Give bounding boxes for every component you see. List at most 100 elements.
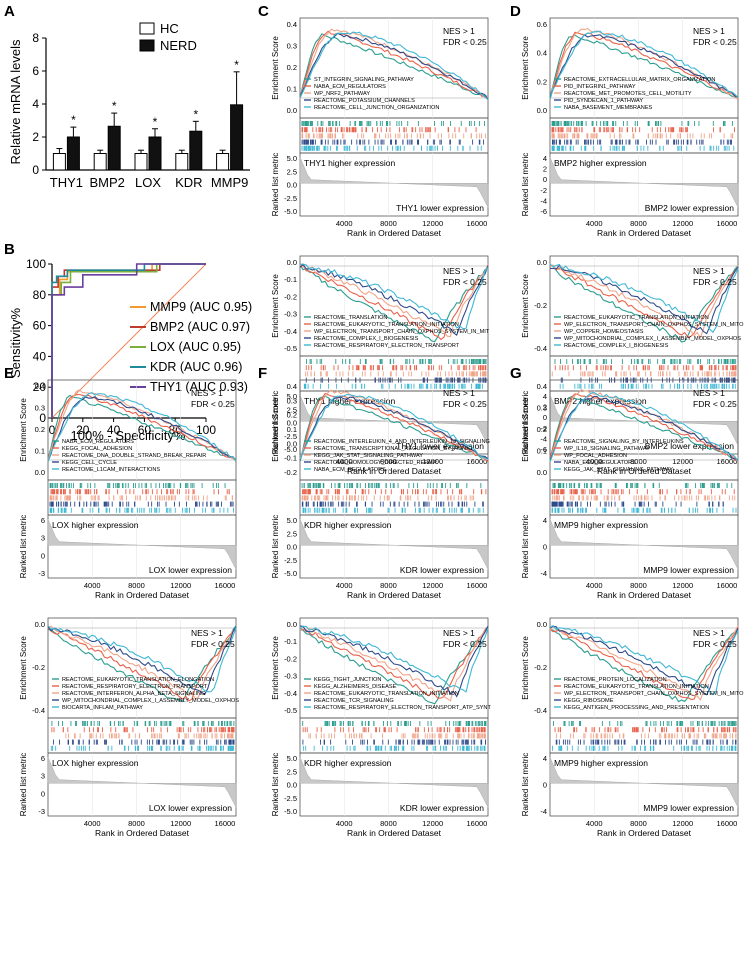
- x-tick-label: 4000: [586, 581, 603, 590]
- term-label: REACTOME_RESPIRATORY_ELECTRON_TRANSPORT_…: [314, 705, 491, 711]
- x-axis-label: Rank in Ordered Dataset: [597, 590, 692, 600]
- metric-y-tick-label: -5.0: [284, 807, 297, 816]
- term-label: KEGG_JAK_STAT_SIGNALING_PATHWAY: [564, 467, 673, 473]
- panel-letter-a: A: [4, 3, 15, 20]
- term-label: REACTOME_EUKARYOTIC_TRANSLATION_INITIATI…: [314, 691, 459, 697]
- higher-expression-label: LOX higher expression: [52, 758, 139, 768]
- term-label: NABA_ECM_REGULATORS: [564, 460, 636, 466]
- metric-y-tick-label: 0.0: [287, 419, 297, 428]
- es-curve-2: [549, 625, 739, 702]
- term-label: REACTOME_COMPLEX_I_BIOGENESIS: [314, 336, 419, 342]
- es-curve-4: [549, 263, 739, 334]
- metric-y-tick-label: 6: [41, 754, 45, 763]
- metric-y-tick-label: -2.5: [284, 794, 297, 803]
- metric-y-tick-label: 0: [543, 413, 547, 422]
- metric-ylabel: Ranked list metric: [271, 753, 280, 817]
- x-tick-label: 8000: [380, 819, 397, 828]
- metric-y-tick-label: 2.5: [287, 767, 297, 776]
- term-label: WP_ELECTRON_TRANSPORT_CHAIN_OXPHOS_SYSTE…: [564, 322, 744, 328]
- metric-y-tick-label: -6: [540, 445, 547, 454]
- es-y-tick-label: 0.0: [35, 468, 45, 477]
- es-y-tick-label: 0.1: [537, 447, 547, 456]
- ranked-metric-area: [549, 395, 739, 446]
- term-label: REACTOME_COMPLEX_I_BIOGENESIS: [564, 343, 669, 349]
- bar-nerd-kdr: [189, 130, 203, 171]
- x-tick-label: 4000: [84, 819, 101, 828]
- term-label: KEGG_TIGHT_JUNCTION: [314, 677, 381, 683]
- nes-label: NES > 1: [443, 266, 475, 276]
- roc-y-tick-label: 40: [33, 349, 47, 363]
- lower-expression-label: KDR lower expression: [400, 803, 484, 813]
- term-label: PID_SYNDECAN_1_PATHWAY: [564, 98, 643, 104]
- es-y-tick-label: 0.0: [287, 439, 297, 448]
- metric-y-tick-label: 0.0: [287, 781, 297, 790]
- higher-expression-label: MMP9 higher expression: [554, 758, 648, 768]
- metric-y-tick-label: -3: [38, 569, 45, 578]
- metric-y-tick-label: -5.0: [284, 445, 297, 454]
- metric-y-tick-label: -5.0: [284, 569, 297, 578]
- term-label: REACTOME_EUKARYOTIC_TRANSLATION_INITIATI…: [314, 322, 459, 328]
- metric-ylabel: Ranked list metric: [271, 515, 280, 579]
- metric-y-tick-label: -6: [540, 207, 547, 216]
- x-tick-label: 16000: [717, 219, 738, 228]
- bar-nerd-mmp9: [230, 104, 244, 171]
- term-label: REACTOME_EUKARYOTIC_TRANSLATION_ELONGATI…: [62, 677, 214, 683]
- higher-expression-label: THY1 higher expression: [304, 158, 395, 168]
- x-tick-label: 12000: [170, 819, 191, 828]
- legend-nerd-label: NERD: [160, 38, 197, 53]
- ranked-metric-area: [47, 757, 237, 808]
- nes-label: NES > 1: [443, 628, 475, 638]
- roc-xlabel: 100% - Specificity%: [71, 428, 186, 443]
- x-tick-label: 4000: [84, 581, 101, 590]
- es-ylabel: Enrichment Score: [19, 398, 28, 462]
- metric-y-tick-label: 4: [543, 516, 547, 525]
- metric-ylabel: Ranked list metric: [271, 153, 280, 217]
- es-curve-1: [299, 30, 489, 101]
- es-y-tick-label: 0.3: [35, 404, 45, 413]
- x-tick-label: 12000: [672, 819, 693, 828]
- category-label: LOX: [135, 175, 161, 190]
- es-curve-0: [299, 264, 489, 343]
- x-tick-label: 8000: [630, 819, 647, 828]
- es-curve-0: [549, 629, 739, 703]
- es-curve-1: [549, 393, 739, 462]
- metric-y-tick-label: -5.0: [284, 207, 297, 216]
- x-tick-label: 16000: [467, 581, 488, 590]
- panel-letter: E: [4, 365, 14, 382]
- es-y-tick-label: -0.5: [284, 344, 297, 353]
- x-axis-label: Rank in Ordered Dataset: [95, 828, 190, 838]
- es-y-tick-label: 0.4: [537, 49, 547, 58]
- term-label: WP_COPPER_HOMEOSTASIS: [564, 329, 644, 335]
- ranked-metric-area: [299, 757, 489, 808]
- roc-y-tick-label: 20: [33, 380, 47, 394]
- metric-y-tick-label: -3: [38, 807, 45, 816]
- es-y-tick-label: -0.2: [284, 292, 297, 301]
- roc-x-tick-label: 20: [76, 423, 90, 437]
- roc-legend-label: KDR (AUC 0.96): [150, 360, 242, 374]
- lower-expression-label: THY1 lower expression: [396, 203, 484, 213]
- panel-letter-b: B: [4, 241, 15, 258]
- es-curve-3: [549, 395, 739, 461]
- term-label: KEGG_JAK_STAT_SIGNALING_PATHWAY: [314, 453, 423, 459]
- y-tick-label: 6: [32, 64, 39, 78]
- roc-curve-4: [51, 263, 206, 418]
- es-curve-2: [299, 263, 489, 338]
- ranked-metric-area: [47, 519, 237, 570]
- es-y-tick-label: -0.4: [534, 344, 547, 353]
- es-curve-4: [47, 625, 237, 693]
- es-ylabel: Enrichment Score: [521, 636, 530, 700]
- x-axis-label: Rank in Ordered Dataset: [347, 590, 442, 600]
- term-label: KEGG_FOCAL_ADHESION: [62, 446, 132, 452]
- x-tick-label: 4000: [336, 819, 353, 828]
- higher-expression-label: BMP2 higher expression: [554, 158, 647, 168]
- es-ylabel: Enrichment Score: [271, 398, 280, 462]
- es-y-tick-label: 0.3: [287, 42, 297, 51]
- nes-label: NES > 1: [443, 26, 475, 36]
- metric-y-tick-label: 5.0: [287, 754, 297, 763]
- es-curve-0: [549, 264, 739, 343]
- es-ylabel: Enrichment Score: [271, 636, 280, 700]
- es-curve-0: [549, 395, 739, 463]
- es-y-tick-label: -0.2: [534, 301, 547, 310]
- lower-expression-label: LOX lower expression: [149, 803, 232, 813]
